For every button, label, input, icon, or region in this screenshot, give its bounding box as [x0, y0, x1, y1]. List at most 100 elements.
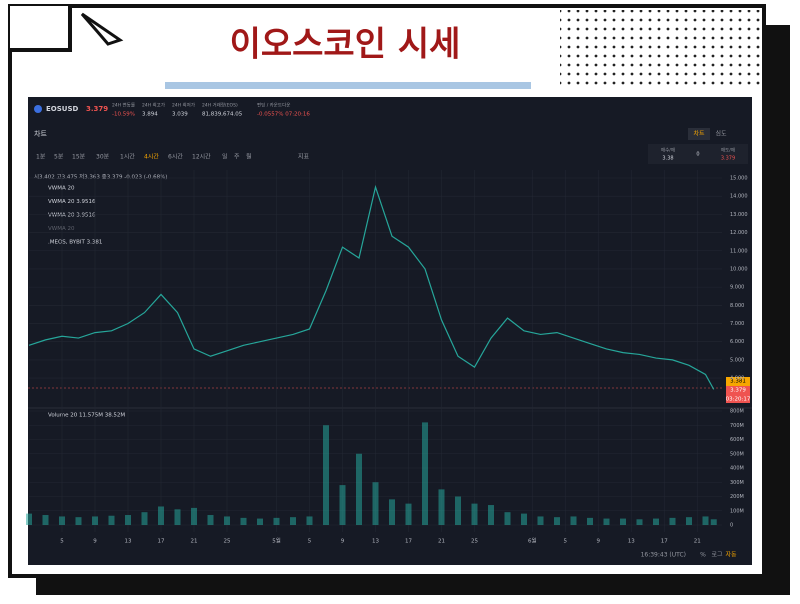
tab[interactable]: 차트 [693, 130, 705, 138]
y-tick-label: 12.000 [730, 230, 748, 236]
price-tag: 3.379 [730, 388, 746, 394]
volume-bar [710, 519, 717, 525]
volume-bar [702, 516, 709, 525]
cursor-icon [80, 12, 124, 46]
volume-bar [389, 499, 395, 525]
y-tick-label: 4.000 [730, 376, 744, 382]
volume-bar [488, 505, 494, 525]
y-tick-label: 15.000 [730, 176, 748, 182]
volume-bar [669, 517, 676, 525]
timeframe[interactable]: 5분 [54, 154, 64, 161]
volume-bar [75, 517, 82, 525]
volume-bar [422, 422, 428, 525]
timeframe[interactable]: 4시간 [144, 153, 159, 161]
timeframe[interactable]: 12시간 [192, 153, 211, 161]
y-tick-label: 500M [730, 451, 744, 457]
x-tick-label: 21 [191, 539, 198, 545]
volume-bar [504, 512, 511, 525]
volume-bar [26, 513, 32, 525]
stat-label: 펀딩 / 카운트다운 [257, 102, 290, 109]
x-tick-label: 21 [694, 539, 701, 545]
tag-bg [726, 395, 750, 403]
footer-item[interactable]: 자동 [725, 551, 737, 559]
tag-bg [726, 386, 750, 395]
volume-bar [356, 453, 362, 525]
x-tick-label: 5 [564, 539, 568, 545]
timeframe[interactable]: 월 [246, 153, 252, 161]
price-line [28, 184, 715, 390]
tab[interactable]: 심도 [715, 130, 727, 138]
volume-bar [438, 489, 445, 525]
buy-label: 매수/매 [661, 147, 675, 154]
stat-value: -0.0557% 07:20:16 [257, 112, 310, 118]
stat-label: 24H 최고가 [142, 102, 165, 109]
volume-bar [636, 519, 643, 525]
volume-bar [158, 506, 164, 525]
timeframe[interactable]: 주 [234, 154, 240, 161]
stat-label: 24H 최저가 [172, 102, 195, 109]
y-tick-label: 700M [730, 423, 744, 429]
volume-bar [125, 515, 131, 525]
volume-bar [372, 482, 379, 525]
volume-legend: Volume 20 11.575M 38.52M [48, 413, 125, 419]
stat-value: 81,839,674.05 [202, 112, 243, 118]
title-underline [165, 82, 531, 89]
y-tick-label: 7.000 [730, 321, 744, 327]
volume-bar [42, 515, 49, 525]
stat-label: 24H 거래량(EOS) [202, 102, 238, 109]
x-tick-label: 13 [372, 539, 379, 545]
timeframe[interactable]: 지표 [298, 153, 310, 161]
volume-bar [570, 516, 577, 525]
x-tick-label: 25 [471, 539, 478, 545]
volume-bar [273, 517, 280, 525]
legend-entry: VWMA 20 [48, 226, 75, 232]
timeframe[interactable]: 30분 [96, 154, 110, 161]
y-tick-label: 300M [730, 480, 744, 486]
volume-bar [405, 503, 412, 525]
timeframe[interactable]: 1분 [36, 154, 46, 161]
timeframe[interactable]: 1시간 [120, 153, 135, 161]
slide-title: 이오스코인 시세 [230, 25, 461, 65]
clock: 16:39:43 (UTC) [641, 552, 686, 559]
y-tick-label: 14.000 [730, 194, 748, 200]
y-tick-label: 10.000 [730, 266, 748, 272]
volume-bar [257, 518, 263, 525]
y-tick-label: 400M [730, 466, 744, 472]
volume-bar [521, 513, 527, 525]
y-tick-label: 6.000 [730, 339, 744, 345]
footer-item[interactable]: 로그 [711, 552, 723, 559]
y-tick-label: 9.000 [730, 285, 744, 291]
y-tick-label: 0 [730, 523, 733, 529]
volume-bar [191, 507, 197, 525]
x-tick-label: 9 [597, 539, 601, 545]
x-tick-label: 5월 [272, 537, 281, 545]
volume-bar [620, 518, 626, 525]
volume-bar [174, 509, 181, 525]
stat-label: 24H 변동률 [112, 102, 135, 109]
fold [10, 6, 72, 52]
volume-bar [306, 516, 313, 525]
price-tag: 3.381 [730, 379, 746, 385]
timeframe[interactable]: 15분 [72, 154, 86, 161]
volume-bar [587, 517, 593, 525]
spread: 0 [696, 152, 699, 158]
tab-bg[interactable] [688, 128, 710, 140]
timeframe[interactable]: 일 [222, 153, 228, 161]
y-tick-label: 8.000 [730, 303, 744, 309]
volume-bar [686, 517, 692, 525]
y-tick-label: 600M [730, 437, 744, 443]
x-tick-label: 6월 [528, 537, 537, 545]
stat-value: -10.59% [112, 112, 135, 118]
legend-entry: VWMA 20 3.9516 [48, 213, 96, 219]
x-tick-label: 13 [628, 539, 635, 545]
timeframe[interactable]: 6시간 [168, 153, 183, 161]
volume-bar [537, 516, 544, 525]
y-tick-label: 100M [730, 508, 744, 514]
dot-pattern [560, 10, 760, 88]
volume-bar [323, 425, 329, 525]
volume-bar [59, 516, 65, 525]
footer-item[interactable]: % [700, 552, 706, 559]
y-tick-label: 5.000 [730, 357, 744, 363]
coin-icon [34, 105, 42, 113]
